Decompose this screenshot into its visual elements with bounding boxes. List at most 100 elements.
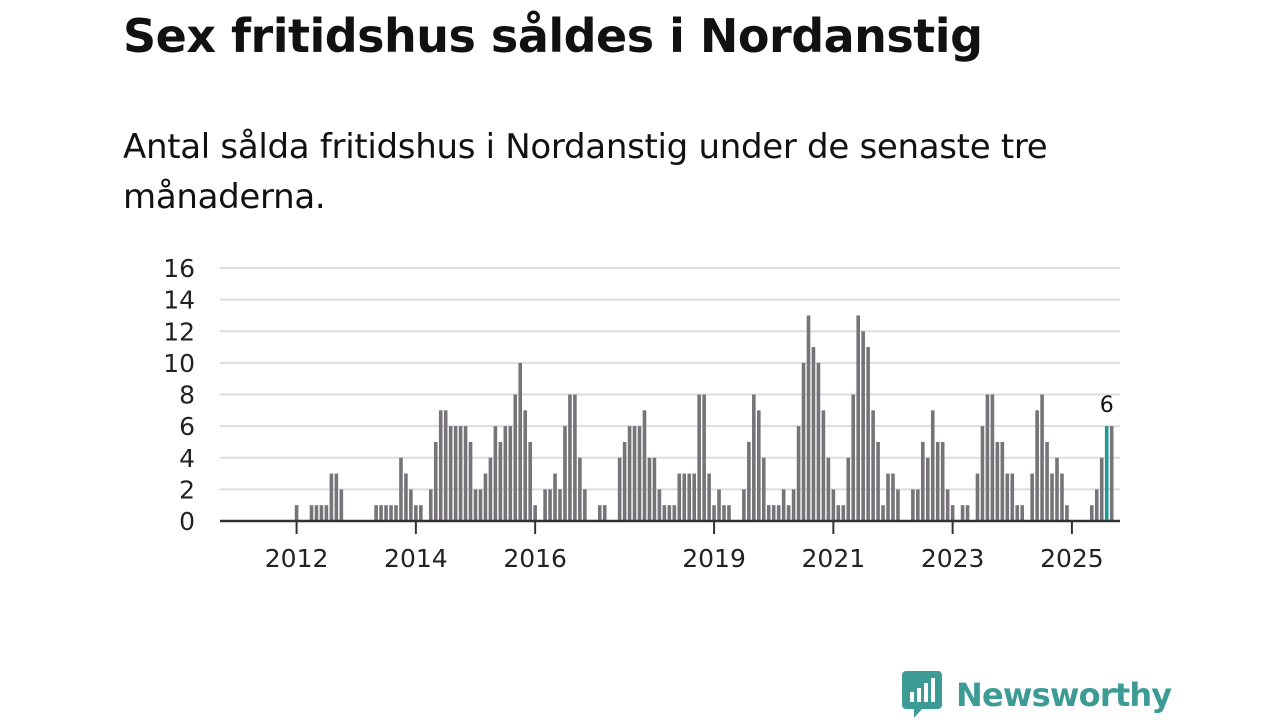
bar: [836, 505, 841, 521]
bar: [826, 457, 831, 521]
bar: [394, 505, 398, 521]
bar: [1000, 441, 1005, 521]
bar: [776, 505, 781, 521]
bar: [428, 489, 433, 522]
bar: [950, 505, 955, 521]
bar: [876, 441, 880, 521]
bar: [1015, 505, 1020, 521]
bar: [757, 410, 761, 521]
bar: [463, 426, 468, 522]
bar: [896, 489, 900, 522]
bar: [682, 473, 687, 521]
bar: [786, 505, 791, 521]
bar: [647, 457, 652, 521]
bar: [443, 410, 448, 521]
bar: [752, 394, 756, 521]
bar: [1109, 426, 1114, 522]
bar: [990, 394, 995, 521]
bar: [294, 505, 299, 521]
bar: [781, 489, 786, 522]
chart-title: Sex fritidshus såldes i Nordanstig: [123, 9, 983, 63]
bar: [419, 505, 423, 521]
bar: [801, 362, 806, 522]
bar: [945, 489, 950, 522]
bar: [627, 426, 632, 522]
bar: [841, 505, 846, 521]
bar: [553, 473, 557, 521]
bar: [717, 489, 721, 522]
bar: [602, 505, 607, 521]
x-tick-label: 2012: [265, 544, 329, 573]
bar: [493, 426, 498, 522]
bar: [473, 489, 478, 522]
bar: [409, 489, 413, 522]
bar: [766, 505, 771, 521]
bar: [508, 426, 513, 522]
bar: [821, 410, 826, 521]
bar: [677, 473, 682, 521]
bar: [692, 473, 696, 521]
bar: [468, 441, 473, 521]
bar: [384, 505, 388, 521]
bar: [533, 505, 537, 521]
bar: [399, 457, 403, 521]
bar: [637, 426, 642, 522]
y-tick-label: 14: [163, 286, 195, 315]
bar: [568, 394, 572, 521]
data-labels: 6: [1100, 393, 1114, 418]
bar: [712, 505, 716, 521]
bar: [622, 441, 627, 521]
bar: [742, 489, 746, 522]
bar: [831, 489, 836, 522]
chart-subtitle: Antal sålda fritidshus i Nordanstig unde…: [123, 127, 1048, 217]
bar: [940, 441, 945, 521]
y-tick-label: 0: [179, 507, 195, 536]
bar: [543, 489, 547, 522]
bars: [294, 315, 1114, 522]
y-tick-label: 2: [179, 475, 195, 504]
x-tick-label: 2021: [802, 544, 866, 573]
bar: [379, 505, 383, 521]
bar: [404, 473, 408, 521]
x-tick-label: 2019: [682, 544, 746, 573]
bar: [1089, 505, 1094, 521]
bar: [771, 505, 776, 521]
bar: [389, 505, 393, 521]
newsworthy-logo-icon: [902, 671, 942, 718]
bar: [727, 505, 731, 521]
bar: [448, 426, 453, 522]
bar: [925, 457, 930, 521]
x-tick-label: 2016: [503, 544, 567, 573]
bar: [806, 315, 811, 521]
bar: [881, 505, 885, 521]
bar: [871, 410, 875, 521]
bar: [1055, 457, 1059, 521]
y-tick-label: 16: [163, 254, 195, 283]
bar: [632, 426, 637, 522]
bar: [851, 394, 856, 521]
y-tick-label: 8: [179, 381, 195, 410]
bar: [498, 441, 503, 521]
bar: [921, 441, 925, 521]
bar: [1065, 505, 1069, 521]
bar: [861, 331, 865, 521]
bar: [916, 489, 920, 522]
bar: [816, 362, 821, 522]
y-tick-label: 10: [163, 349, 195, 378]
y-tick-label: 4: [179, 444, 195, 473]
bar: [1040, 394, 1044, 521]
bar: [886, 473, 890, 521]
bar: [523, 410, 528, 521]
bar: [662, 505, 667, 521]
newsworthy-logo-text: Newsworthy: [956, 676, 1172, 714]
bar: [597, 505, 602, 521]
bar: [747, 441, 751, 521]
bar: [960, 505, 965, 521]
bar: [856, 315, 860, 521]
bar: [672, 505, 677, 521]
bar: [911, 489, 915, 522]
bar: [1094, 489, 1099, 522]
bar: [583, 489, 587, 522]
y-tick-label: 6: [179, 412, 195, 441]
